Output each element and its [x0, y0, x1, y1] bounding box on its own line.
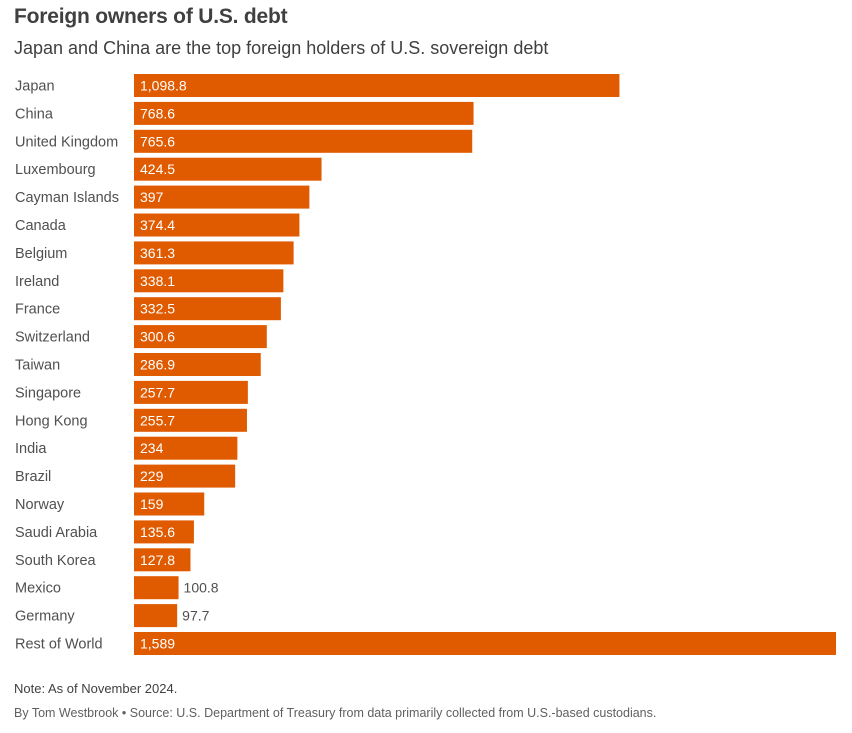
value-label-taiwan: 286.9: [140, 357, 175, 373]
bar-mexico: [134, 576, 179, 600]
bar-ireland: [134, 269, 284, 293]
category-label-japan: Japan: [15, 79, 55, 95]
bar-saudi-arabia: [134, 520, 194, 544]
category-label-rest-of-world: Rest of World: [15, 637, 103, 653]
value-label-germany: 97.7: [182, 608, 209, 624]
value-label-united-kingdom: 765.6: [140, 133, 175, 149]
bar-belgium: [134, 241, 294, 265]
category-label-brazil: Brazil: [15, 469, 51, 485]
bar-brazil: [134, 464, 236, 488]
category-label-saudi-arabia: Saudi Arabia: [15, 525, 98, 541]
category-label-ireland: Ireland: [15, 274, 59, 290]
category-label-singapore: Singapore: [15, 385, 81, 401]
value-label-south-korea: 127.8: [140, 552, 175, 568]
bar-taiwan: [134, 353, 261, 376]
bar-hong-kong: [134, 408, 247, 432]
value-label-cayman-islands: 397: [140, 189, 164, 205]
value-label-saudi-arabia: 135.6: [140, 524, 175, 540]
value-label-norway: 159: [140, 496, 164, 512]
category-label-united-kingdom: United Kingdom: [15, 134, 118, 150]
category-label-france: France: [15, 302, 60, 318]
category-label-taiwan: Taiwan: [15, 358, 60, 374]
category-label-cayman-islands: Cayman Islands: [15, 190, 119, 206]
bar-france: [134, 297, 281, 321]
category-label-switzerland: Switzerland: [15, 330, 90, 346]
chart-subtitle: Japan and China are the top foreign hold…: [14, 38, 549, 58]
category-label-south-korea: South Korea: [15, 553, 97, 569]
category-label-canada: Canada: [15, 218, 67, 234]
value-label-switzerland: 300.6: [140, 329, 175, 345]
value-label-brazil: 229: [140, 468, 164, 484]
bar-luxembourg: [134, 157, 322, 181]
value-label-rest-of-world: 1,589: [140, 636, 175, 652]
bar-india: [134, 436, 238, 460]
value-label-mexico: 100.8: [184, 580, 219, 596]
bar-united-kingdom: [134, 129, 473, 153]
value-label-hong-kong: 255.7: [140, 412, 175, 428]
value-label-luxembourg: 424.5: [140, 161, 175, 177]
category-label-china: China: [15, 106, 54, 122]
value-label-india: 234: [140, 440, 164, 456]
value-label-china: 768.6: [140, 105, 175, 121]
category-label-luxembourg: Luxembourg: [15, 162, 96, 178]
chart-title: Foreign owners of U.S. debt: [14, 5, 288, 28]
bar-switzerland: [134, 325, 267, 349]
bar-japan: [134, 74, 620, 97]
bar-germany: [134, 604, 178, 628]
chart-byline: By Tom Westbrook • Source: U.S. Departme…: [14, 706, 657, 720]
category-label-germany: Germany: [15, 609, 75, 625]
value-label-singapore: 257.7: [140, 384, 175, 400]
category-label-belgium: Belgium: [15, 246, 67, 262]
bar-cayman-islands: [134, 185, 310, 209]
bar-norway: [134, 492, 205, 516]
value-label-ireland: 338.1: [140, 273, 175, 289]
value-label-japan: 1,098.8: [140, 78, 187, 94]
bar-china: [134, 101, 474, 125]
category-label-india: India: [15, 441, 47, 457]
bar-south-korea: [134, 548, 191, 572]
value-label-belgium: 361.3: [140, 245, 175, 261]
value-label-france: 332.5: [140, 301, 175, 317]
category-label-norway: Norway: [15, 497, 65, 513]
category-label-hong-kong: Hong Kong: [15, 413, 88, 429]
value-label-canada: 374.4: [140, 217, 175, 233]
chart-note: Note: As of November 2024.: [14, 681, 178, 696]
bar-rest-of-world: [134, 632, 836, 655]
bar-canada: [134, 213, 300, 237]
bar-singapore: [134, 380, 248, 404]
category-label-mexico: Mexico: [15, 581, 61, 597]
